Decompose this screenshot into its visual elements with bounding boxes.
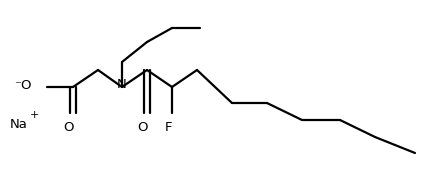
Text: O: O <box>63 121 73 134</box>
Text: N: N <box>117 78 127 91</box>
Text: +: + <box>30 110 40 120</box>
Text: O: O <box>138 121 148 134</box>
Text: ⁻O: ⁻O <box>14 78 31 91</box>
Text: F: F <box>164 121 172 134</box>
Text: Na: Na <box>10 118 28 132</box>
